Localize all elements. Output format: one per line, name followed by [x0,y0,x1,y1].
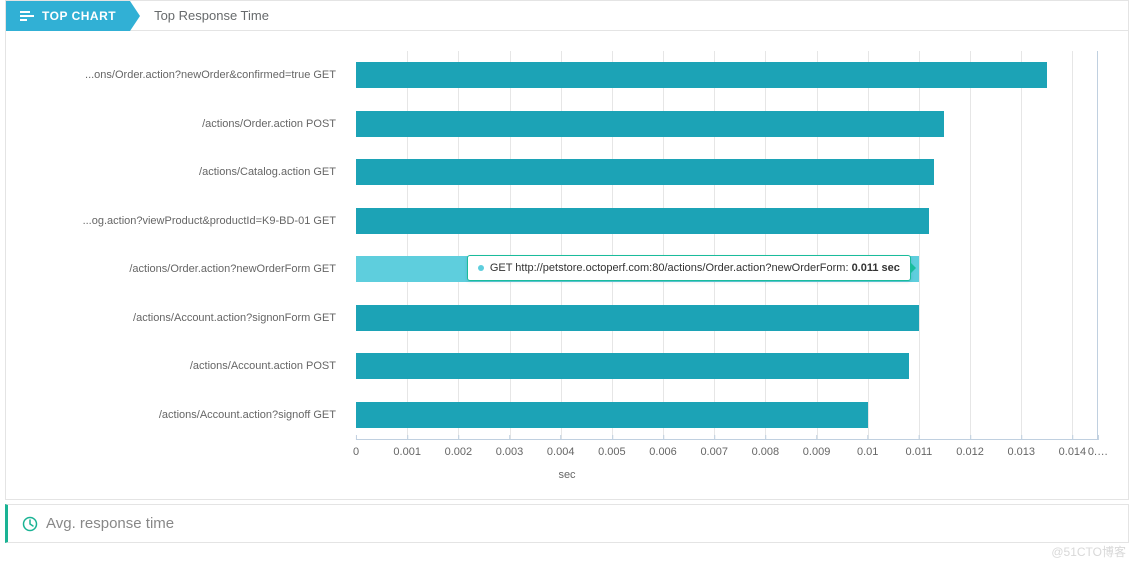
grid-line [510,51,511,439]
grid-line [407,51,408,439]
grid-line [765,51,766,439]
x-tick: 0.004 [547,440,575,458]
y-axis-label: /actions/Catalog.action GET [6,166,336,178]
grid-line [919,51,920,439]
y-axis-label: /actions/Account.action POST [6,360,336,372]
panel-subtitle: Top Response Time [154,8,269,23]
grid-line [458,51,459,439]
avg-response-time-panel[interactable]: Avg. response time [5,504,1129,543]
x-tick: 0.007 [700,440,728,458]
chart-bar[interactable] [356,159,934,185]
grid-line [817,51,818,439]
x-axis-title: sec [558,469,575,481]
panel-header: TOP CHART Top Response Time [6,1,1128,31]
grid-line [714,51,715,439]
plot-right-border [1097,51,1098,439]
grid-line [970,51,971,439]
grid-line [612,51,613,439]
chart-tooltip: GET http://petstore.octoperf.com:80/acti… [467,255,911,281]
x-tick: 0.008 [752,440,780,458]
y-axis-label: /actions/Order.action POST [6,118,336,130]
grid-line [1021,51,1022,439]
top-chart-tab[interactable]: TOP CHART [6,1,130,31]
grid-line [868,51,869,439]
chart-bar[interactable] [356,402,868,428]
x-tick: 0.006 [649,440,677,458]
x-tick: 0.009 [803,440,831,458]
x-axis: 0 0.001 0.002 0.003 0.004 0.005 0.006 0.007 0.00… [356,439,1098,459]
chart-bar[interactable] [356,111,944,137]
x-tick: 0.011 [906,440,933,458]
watermark-text: @51CTO博客 [1051,543,1126,560]
chart-bar[interactable] [356,208,929,234]
chart-area: ...ons/Order.action?newOrder&confirmed=t… [6,31,1128,499]
y-axis-label: /actions/Order.action?newOrderForm GET [6,263,336,275]
tab-label: TOP CHART [42,9,116,23]
tooltip-text: GET http://petstore.octoperf.com:80/acti… [490,262,852,274]
x-tick: 0 [353,440,359,458]
x-tick: 0.003 [496,440,524,458]
grid-line [663,51,664,439]
x-tick: 0.001 [393,440,421,458]
chart-plot[interactable]: GET http://petstore.octoperf.com:80/acti… [356,51,1098,439]
top-chart-panel: TOP CHART Top Response Time ...ons/Order… [5,0,1129,500]
tooltip-dot-icon [478,265,484,271]
footer-label: Avg. response time [46,515,174,532]
x-tick: 0.013 [1007,440,1035,458]
y-axis-label: ...ons/Order.action?newOrder&confirmed=t… [6,69,336,81]
x-tick: 0.012 [956,440,984,458]
x-tick: 0.014 [1059,440,1087,458]
y-axis-label: ...og.action?viewProduct&productId=K9-BD… [6,215,336,227]
y-axis-labels: ...ons/Order.action?newOrder&confirmed=t… [6,51,346,439]
clock-icon [22,516,38,532]
chart-bar[interactable] [356,62,1047,88]
x-tick: 0.005 [598,440,626,458]
y-axis-label: /actions/Account.action?signoff GET [6,409,336,421]
chart-bar[interactable] [356,305,919,331]
y-axis-label: /actions/Account.action?signonForm GET [6,312,336,324]
x-tick: 0.… [1088,440,1108,458]
x-tick: 0.01 [857,440,878,458]
x-tick: 0.002 [445,440,473,458]
chart-bar[interactable] [356,353,909,379]
tooltip-value: 0.011 sec [852,262,900,274]
grid-line [1072,51,1073,439]
grid-line [561,51,562,439]
bar-chart-icon [20,10,34,22]
